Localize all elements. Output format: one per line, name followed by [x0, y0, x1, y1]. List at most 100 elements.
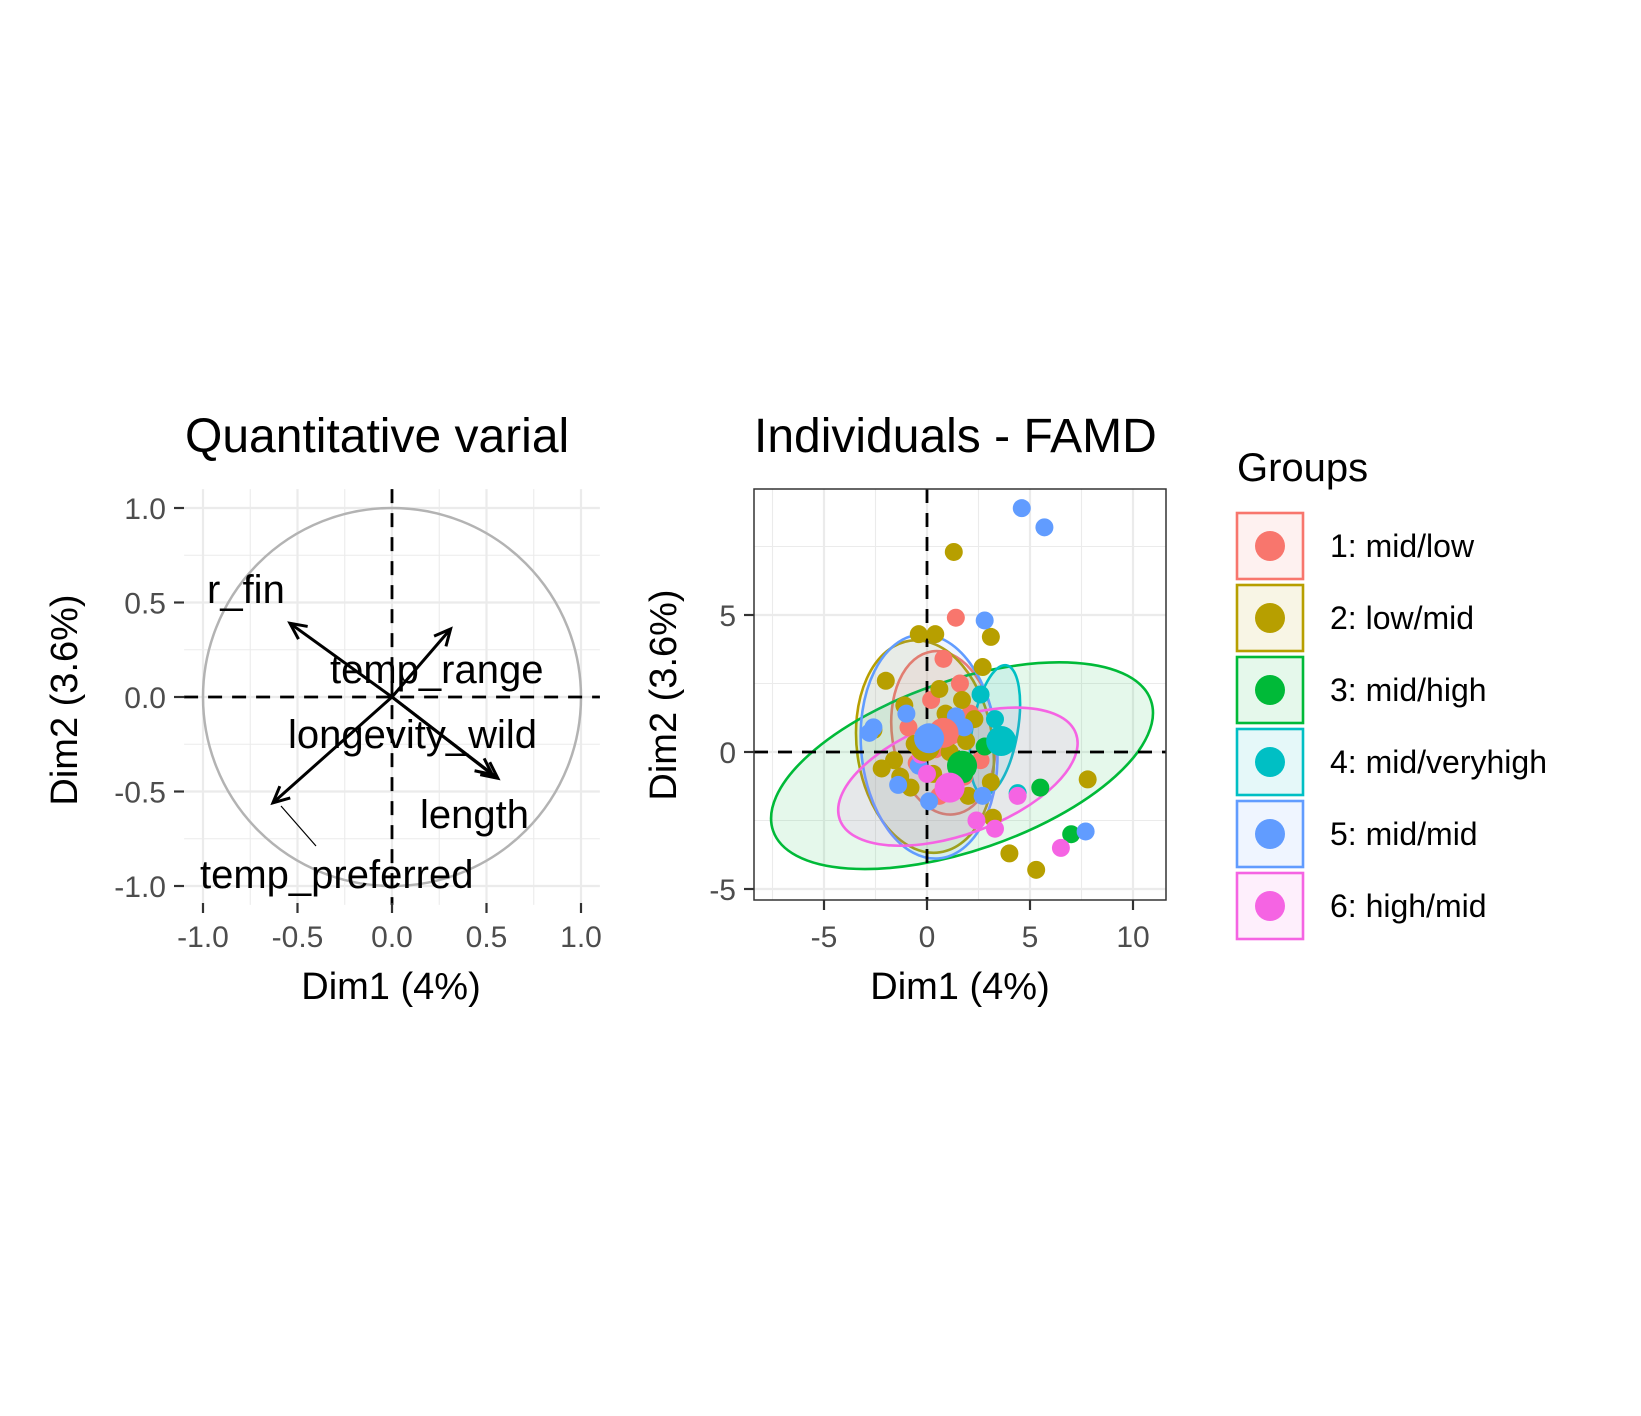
left-axes — [184, 489, 600, 905]
point-group-5 — [920, 792, 939, 811]
left-y-tick-label: -1.0 — [114, 871, 166, 904]
point-group-3 — [1062, 825, 1081, 844]
legend-item-5: 5: mid/mid — [1235, 799, 1478, 869]
centroid-group-3 — [947, 750, 978, 781]
legend-label: 4: mid/veryhigh — [1330, 744, 1547, 780]
legend-item-6: 6: high/mid — [1235, 871, 1487, 941]
right-y-axis-title: Dim2 (3.6%) — [643, 589, 685, 800]
legend-item-3: 3: mid/high — [1235, 655, 1487, 725]
right-x-tick-label: 5 — [1022, 921, 1039, 954]
legend-title: Groups — [1237, 446, 1368, 490]
point-group-5 — [897, 704, 916, 723]
legend-key-dot — [1255, 747, 1285, 777]
right-x-tick-label: -5 — [811, 921, 838, 954]
temp-preferred-leader-line — [280, 805, 317, 847]
right-y-tick-label: 5 — [719, 600, 736, 633]
legend-key-dot — [1255, 891, 1285, 921]
legend-label: 6: high/mid — [1330, 888, 1487, 924]
legend-item-2: 2: low/mid — [1235, 583, 1474, 653]
legend-label: 2: low/mid — [1330, 600, 1474, 636]
arrow-r-fin — [287, 621, 393, 699]
point-group-2 — [973, 658, 992, 677]
group-centroids — [909, 717, 1017, 803]
legend-key-dot — [1255, 819, 1285, 849]
arrow-temp-range — [390, 626, 453, 698]
point-group-4 — [985, 710, 1004, 729]
variable-arrows — [270, 621, 501, 806]
label-temp-preferred: temp_preferred — [200, 853, 473, 897]
point-group-5 — [889, 775, 908, 794]
right-x-tick-label: 0 — [919, 921, 936, 954]
left-y-tick-label: 0.0 — [124, 682, 166, 715]
label-r-fin: r_fin — [207, 568, 285, 612]
left-x-tick-label: 0.5 — [466, 921, 508, 954]
point-group-1 — [934, 649, 953, 668]
arrow-temp-preferred — [270, 695, 393, 806]
left-x-tick-label: 0.0 — [371, 921, 413, 954]
point-group-5 — [975, 611, 994, 630]
left-y-tick-label: 0.5 — [124, 588, 166, 621]
legend-item-4: 4: mid/veryhigh — [1235, 727, 1547, 797]
point-group-6 — [1008, 786, 1027, 805]
right-x-tick-label: 10 — [1116, 921, 1149, 954]
legend-items: 1: mid/low 2: low/mid 3: mid/high 4: mid/ve… — [1235, 511, 1547, 941]
legend-label: 1: mid/low — [1330, 528, 1475, 564]
legend-key-dot — [1255, 603, 1285, 633]
right-y-tick-label: 0 — [719, 737, 736, 770]
left-x-tick-label: 1.0 — [560, 921, 602, 954]
point-group-2 — [944, 542, 963, 561]
point-group-5 — [1012, 499, 1031, 518]
point-group-2 — [981, 773, 1000, 792]
point-group-2 — [1000, 844, 1019, 863]
centroid-group-6 — [934, 772, 965, 803]
right-panel-border — [753, 488, 1167, 901]
right-plot-title: Individuals - FAMD — [754, 410, 1157, 463]
left-y-tick-label: -0.5 — [114, 777, 166, 810]
point-group-2 — [872, 759, 891, 778]
right-tick-labels: -5 0 5 10 -5 0 5 — [709, 600, 1149, 954]
centroid-group-5 — [914, 723, 945, 754]
point-group-5 — [973, 786, 992, 805]
point-group-2 — [953, 690, 972, 709]
point-group-6 — [1051, 838, 1070, 857]
point-group-2 — [909, 625, 928, 644]
centroid-group-4 — [986, 726, 1017, 757]
point-group-2 — [876, 671, 895, 690]
point-group-3 — [1031, 778, 1050, 797]
left-tick-labels: -1.0 -1.0 -0.5 -0.5 0.0 0.0 0.5 0.5 1.0 1.0 — [114, 493, 602, 954]
point-group-5 — [860, 723, 879, 742]
point-group-4 — [971, 685, 990, 704]
left-plot-title: Quantitative varial — [185, 410, 569, 463]
point-group-5 — [1035, 518, 1054, 537]
point-group-5 — [955, 718, 974, 737]
groups-legend: Groups 1: mid/low 2: low/mid 3: mid/high 4:… — [1235, 446, 1547, 941]
point-group-6 — [918, 764, 936, 783]
left-x-tick-label: -1.0 — [177, 921, 229, 954]
right-x-axis-title: Dim1 (4%) — [870, 966, 1049, 1008]
left-x-tick-label: -0.5 — [272, 921, 324, 954]
legend-key-dot — [1255, 531, 1285, 561]
legend-label: 3: mid/high — [1330, 672, 1487, 708]
point-group-6 — [985, 819, 1004, 838]
right-y-tick-label: -5 — [709, 874, 736, 907]
legend-key-dot — [1255, 675, 1285, 705]
point-group-6 — [967, 811, 986, 830]
left-y-axis-title: Dim2 (3.6%) — [44, 594, 86, 805]
legend-item-1: 1: mid/low — [1235, 511, 1475, 581]
point-group-2 — [1078, 770, 1097, 789]
point-group-2 — [1027, 860, 1046, 879]
arrow-length — [391, 695, 501, 781]
point-group-1 — [899, 718, 918, 737]
point-group-5 — [1076, 822, 1095, 841]
point-group-2 — [930, 679, 949, 698]
left-y-tick-label: 1.0 — [124, 493, 166, 526]
legend-label: 5: mid/mid — [1330, 816, 1478, 852]
point-group-2 — [957, 732, 976, 751]
left-x-axis-title: Dim1 (4%) — [301, 966, 480, 1008]
point-group-1 — [946, 608, 965, 627]
individuals-plot: -5 0 5 10-505 Individuals - FAMD Dim1 (4%) … — [643, 410, 1167, 1008]
label-temp-range: temp_range — [330, 648, 543, 692]
